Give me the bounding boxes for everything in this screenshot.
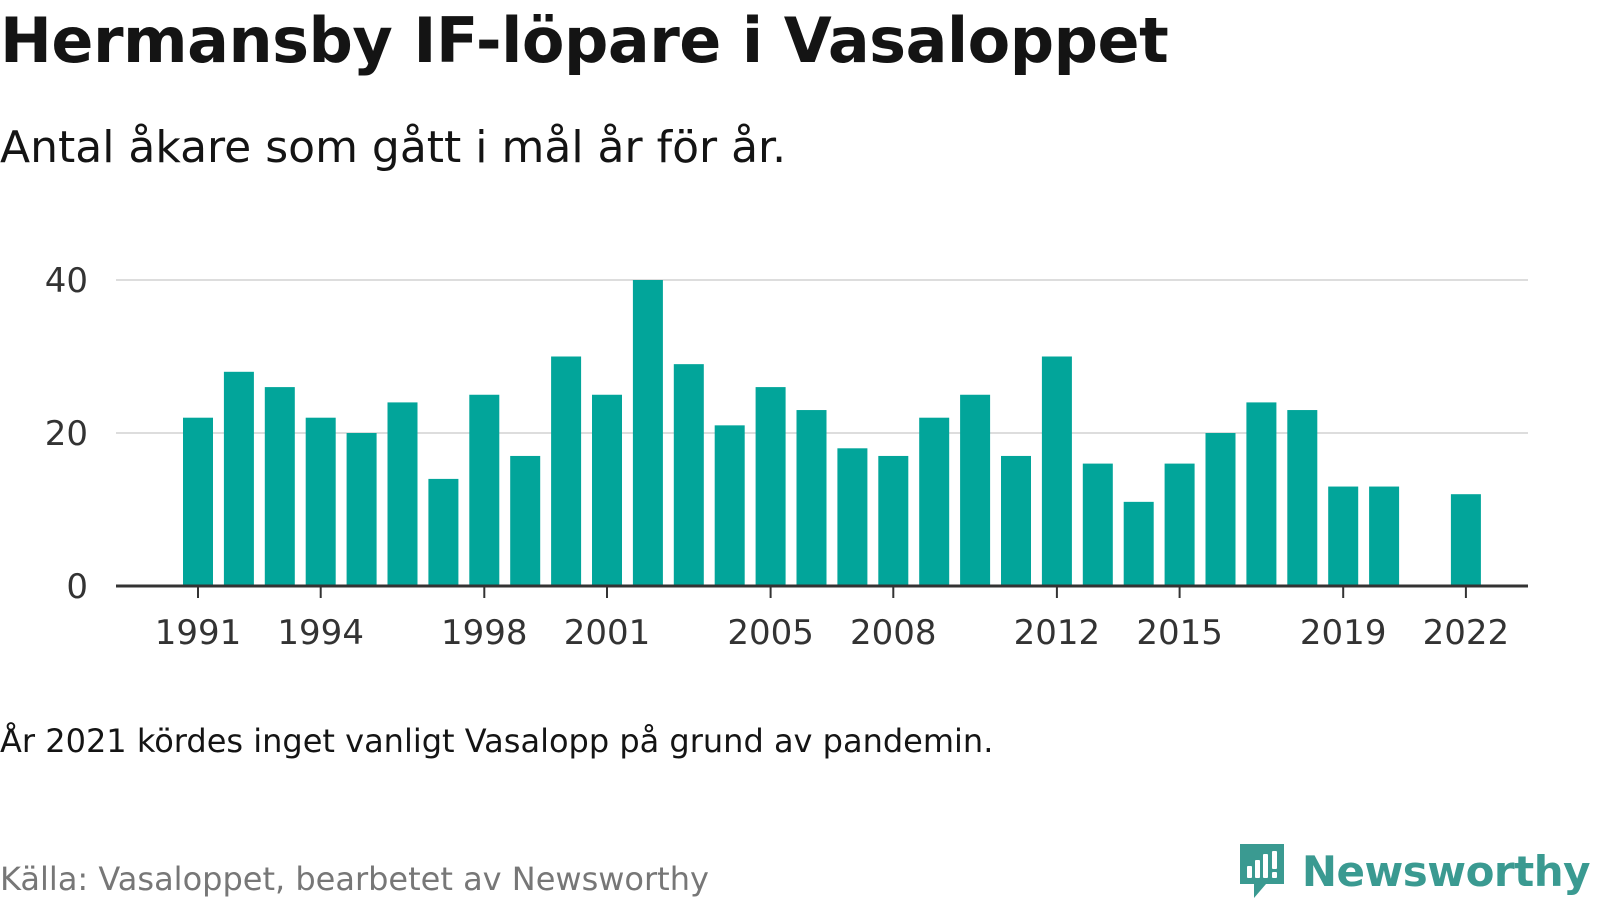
bar-2006 (796, 410, 827, 586)
bar-2005 (755, 387, 786, 586)
bar-2018 (1287, 410, 1318, 586)
x-tick-label: 1998 (441, 613, 528, 653)
chart-title: Hermansby IF-löpare i Vasaloppet (0, 4, 1169, 77)
bar-1997 (428, 478, 459, 586)
brand-name: Newsworthy (1301, 846, 1591, 896)
x-tick-label: 1991 (155, 613, 242, 653)
axes (116, 584, 1528, 598)
gridlines (116, 279, 1528, 434)
bar-1999 (510, 455, 541, 586)
bar-2007 (837, 448, 868, 586)
bar-2002 (632, 280, 663, 586)
x-tick-label: 2005 (727, 613, 814, 653)
y-tick-label: 0 (66, 567, 88, 607)
bar-1993 (264, 387, 295, 586)
bar-2001 (592, 394, 622, 586)
y-tick-label: 40 (45, 261, 88, 301)
bar-1992 (223, 371, 254, 586)
x-tick-label: 2012 (1014, 613, 1101, 653)
chart-subtitle: Antal åkare som gått i mål år för år. (0, 122, 787, 173)
bar-2014 (1123, 501, 1154, 586)
bar-2003 (673, 364, 704, 586)
bar-2022 (1450, 494, 1481, 586)
brand: Newsworthy (1236, 842, 1591, 900)
tick-labels: 0 20 40 1991 1994 1998 2001 2005 2008 2012 2015 201… (45, 261, 1509, 653)
x-tick-label: 2022 (1423, 613, 1510, 653)
bar-2020 (1369, 486, 1400, 586)
y-tick-label: 20 (45, 414, 88, 454)
bar-chart: 0 20 40 1991 1994 1998 2001 2005 2008 2012 2015 201… (0, 230, 1600, 680)
x-tick-label: 1994 (277, 613, 364, 653)
bar-2000 (551, 356, 582, 586)
bar-1995 (346, 433, 377, 586)
bar-2013 (1082, 463, 1113, 586)
footnote: År 2021 kördes inget vanligt Vasalopp på… (0, 722, 994, 760)
x-tick-label: 2001 (564, 613, 651, 653)
bar-2010 (960, 394, 991, 586)
x-tick-label: 2015 (1136, 613, 1223, 653)
bar-2011 (1001, 455, 1031, 586)
bar-2016 (1205, 433, 1236, 586)
bar-2004 (714, 425, 745, 586)
bar-1994 (305, 417, 336, 586)
bar-2017 (1246, 402, 1277, 586)
newsworthy-logo-icon (1239, 844, 1284, 898)
bar-2015 (1164, 463, 1195, 586)
bars (183, 280, 1481, 586)
chart-svg: 0 20 40 1991 1994 1998 2001 2005 2008 2012 2015 201… (45, 261, 1528, 653)
x-tick-label: 2008 (850, 613, 937, 653)
bar-1996 (387, 402, 418, 586)
bar-2009 (919, 417, 950, 586)
bar-2019 (1328, 486, 1359, 586)
bar-1998 (469, 394, 500, 586)
source-text: Källa: Vasaloppet, bearbetet av Newswort… (0, 860, 709, 898)
bar-2008 (878, 455, 909, 586)
x-tick-label: 2019 (1300, 613, 1387, 653)
bar-1991 (183, 417, 213, 586)
bar-2012 (1041, 356, 1072, 586)
